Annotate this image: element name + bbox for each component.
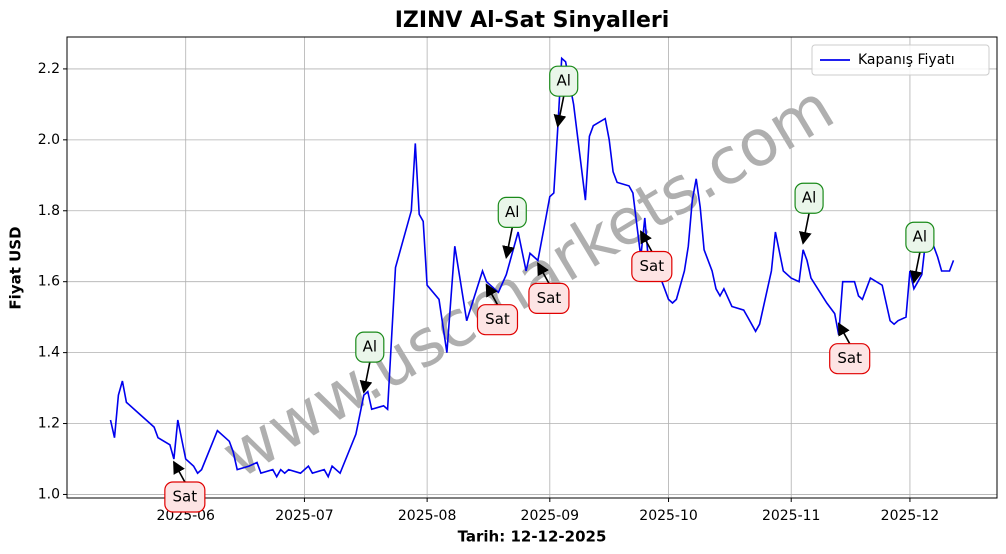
annotation-box (497, 196, 527, 229)
annotation: Sat (528, 262, 570, 315)
annotation-label: Sat (640, 257, 665, 275)
y-tick-label: 1.2 (38, 416, 60, 432)
annotation-box (829, 343, 871, 375)
chart-title: IZINV Al-Sat Sinyalleri (395, 8, 670, 33)
annotation-label: Al (505, 203, 519, 221)
annotation-box (631, 250, 673, 283)
annotation: Al (905, 221, 935, 284)
plot-frame (66, 36, 998, 499)
annotation: Sat (829, 322, 871, 375)
y-tick-label: 1.8 (38, 203, 60, 219)
x-axis-label: Tarih: 12-12-2025 (458, 528, 607, 546)
annotation: Sat (631, 230, 673, 283)
annotation-label: Al (363, 338, 377, 356)
annotation-box (164, 481, 206, 513)
x-tick-label: 2025-07 (275, 508, 334, 524)
annotation-box (794, 182, 824, 214)
annotation: Al (497, 196, 527, 259)
annotation-label: Sat (837, 349, 862, 367)
annotation-arrow (359, 362, 373, 394)
x-tick-label: 2025-11 (762, 508, 821, 524)
annotation: Sat (164, 460, 206, 513)
annotation-arrow (553, 96, 567, 128)
annotation-box (355, 331, 385, 363)
x-tick-label: 2025-12 (881, 508, 940, 524)
y-tick-label: 1.4 (38, 345, 60, 361)
annotation-label: Al (802, 189, 816, 207)
annotation-arrow (799, 213, 812, 245)
annotation-label: Al (557, 72, 571, 90)
annotation-label: Sat (485, 310, 510, 328)
annotation-arrow (537, 262, 550, 284)
annotation: Al (549, 65, 579, 128)
annotation-box (549, 65, 579, 97)
legend-label: Kapanış Fiyatı (858, 52, 955, 68)
y-axis-label: Fiyat USD (7, 226, 25, 309)
annotation-arrow (909, 252, 923, 284)
annotation: Al (794, 182, 824, 245)
price-line (109, 56, 955, 479)
x-tick-label: 2025-08 (398, 508, 457, 524)
x-tick-label: 2025-10 (639, 508, 698, 524)
y-tick-label: 2.2 (38, 61, 60, 77)
annotation-box (528, 282, 570, 315)
y-tick-label: 1.6 (38, 274, 60, 290)
annotation-arrow (502, 227, 515, 259)
annotation-label: Sat (537, 289, 562, 307)
annotation-arrow (485, 283, 499, 306)
annotation-arrow (837, 322, 851, 345)
annotation-label: Sat (173, 487, 198, 505)
annotation-arrow (640, 230, 653, 252)
annotation: Al (355, 331, 385, 394)
annotation-arrow (173, 460, 186, 483)
annotation: Sat (476, 283, 519, 336)
y-tick-label: 1.0 (38, 486, 60, 502)
legend-box (811, 44, 990, 76)
y-tick-label: 2.0 (38, 132, 60, 148)
annotation-box (476, 304, 519, 336)
annotation-box (905, 221, 935, 253)
x-tick-label: 2025-09 (521, 508, 580, 524)
annotation-label: Al (913, 228, 927, 246)
